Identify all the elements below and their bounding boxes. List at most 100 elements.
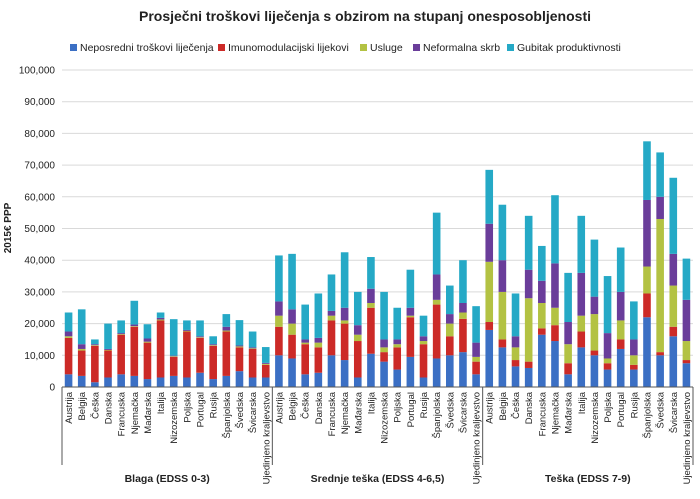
bar-segment [511, 293, 520, 337]
bar-segment [577, 331, 586, 348]
bar-segment [419, 341, 428, 345]
bar-segment [301, 304, 309, 340]
bar-segment [380, 339, 388, 348]
bar-segment [156, 319, 165, 321]
bar-segment [603, 276, 612, 334]
bar-segment [64, 337, 73, 375]
bar-segment [577, 272, 586, 316]
y-tick-label: 30,000 [24, 287, 55, 298]
bar-segment [682, 360, 691, 364]
bar-segment [275, 315, 283, 327]
bar-segment [485, 322, 494, 330]
x-tick-label: Mađarska [564, 391, 575, 433]
bar-segment [117, 333, 125, 335]
bar-segment [643, 266, 651, 294]
bar-segment [367, 257, 375, 289]
bar-segment [498, 204, 507, 261]
x-tick-label: Češka [301, 391, 312, 419]
x-tick-label: Španjolska [222, 391, 233, 438]
bar-segment [340, 320, 349, 324]
bar-segment [288, 334, 296, 359]
bar-segment [656, 218, 664, 353]
legend-swatch-dmt [218, 44, 225, 51]
bar-segment [248, 347, 257, 349]
bar-segment [630, 301, 638, 340]
x-tick-label: Danska [104, 391, 115, 424]
x-tick-label: Rusija [629, 391, 640, 418]
bar-segment [314, 372, 323, 387]
bar-segment [432, 358, 441, 387]
x-tick-label: Njemačka [340, 391, 351, 434]
bar-segment [682, 341, 691, 361]
bar-segment [353, 377, 362, 387]
bar-segment [209, 345, 217, 346]
group-labels: Blaga (EDSS 0-3) Srednje teška (EDSS 4-6,… [125, 473, 631, 485]
bar-segment [288, 323, 296, 335]
x-tick-label: Ujedinjeno kraljevstvo [682, 392, 693, 484]
bar-segment [261, 347, 270, 363]
bar-segment [288, 358, 296, 387]
bar-segment [590, 239, 599, 297]
bar-segment [104, 349, 112, 351]
bar-segment [301, 339, 309, 343]
y-tick-label: 70,000 [24, 161, 55, 172]
bar-segment [485, 223, 494, 262]
bar-segment [301, 342, 309, 345]
legend-label-productivity: Gubitak produktivnosti [517, 42, 621, 54]
bar-segment [551, 341, 559, 387]
bar-segment [446, 355, 454, 387]
bar-segment [538, 302, 546, 329]
bar-segment [406, 269, 415, 308]
bar-segment [169, 375, 178, 387]
y-axis-label: 2015€ PPP [3, 202, 14, 253]
legend: Neposredni troškovi liječenja Imunomodul… [70, 42, 621, 54]
bar-segment [327, 315, 336, 321]
bar-segment [209, 345, 217, 380]
bar-segment [432, 212, 441, 275]
bar-segment [288, 309, 296, 324]
group-label: Teška (EDSS 7-9) [545, 473, 631, 485]
gridlines [62, 69, 693, 388]
bar-segment [432, 299, 441, 305]
x-tick-label: Italija [577, 391, 588, 414]
bar-segment [419, 377, 428, 387]
bar-segment [367, 288, 375, 303]
y-tick-label: 60,000 [24, 192, 55, 203]
bar-segment [616, 339, 625, 349]
legend-swatch-direct [70, 44, 77, 51]
bar-segment [77, 350, 86, 376]
bar-segment [498, 260, 507, 292]
bar-segment [104, 348, 112, 350]
bar-segment [538, 280, 546, 303]
bar-segment [327, 320, 336, 356]
bar-segment [64, 336, 73, 338]
bar-segment [393, 339, 402, 345]
bar-segment [222, 314, 231, 327]
bar-segment [564, 374, 572, 387]
bar-segment [353, 341, 362, 378]
bar-segment [406, 315, 415, 318]
bar-segment [77, 348, 86, 351]
bar-segment [551, 263, 559, 308]
bar-segment [183, 329, 191, 331]
bar-segment [156, 377, 165, 387]
group-label: Blaga (EDSS 0-3) [125, 473, 210, 485]
y-tick-label: 50,000 [24, 224, 55, 235]
bar-segment [616, 320, 625, 340]
bar-segment [340, 323, 349, 361]
bar-segment [77, 344, 86, 349]
bar-segment [248, 348, 257, 349]
bar-segment [156, 320, 165, 378]
bar-segment [446, 323, 454, 337]
bar-segment [682, 258, 691, 300]
bar-segment [669, 285, 678, 327]
bar-segment [446, 336, 454, 356]
x-tick-label: Češka [90, 391, 101, 419]
bar-segment [538, 328, 546, 335]
bar-segment [472, 374, 480, 387]
x-tick-label: Austrija [485, 391, 496, 423]
bar-segment [630, 364, 638, 370]
x-tick-label: Ujedinjeno kraljevstvo [261, 392, 272, 484]
bar-segment [143, 379, 152, 387]
